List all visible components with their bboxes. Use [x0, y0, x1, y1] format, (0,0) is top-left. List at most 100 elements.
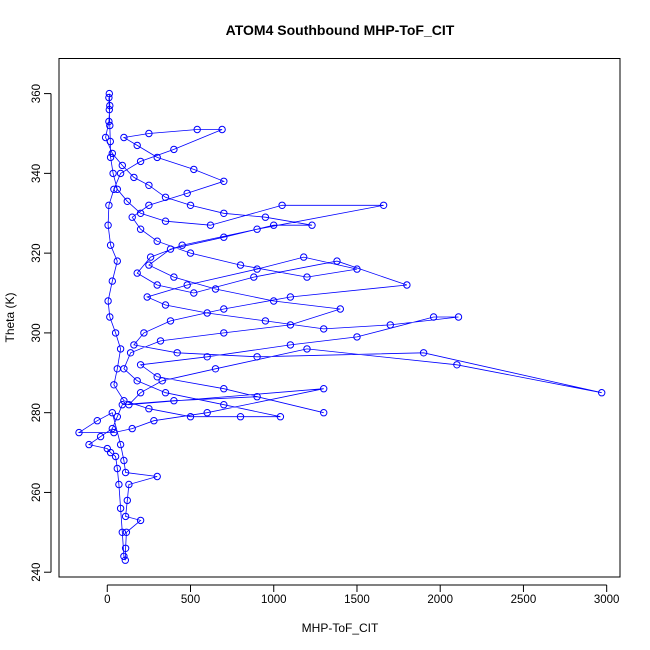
data-point: [286, 293, 295, 301]
data-point: [173, 349, 181, 357]
data-point: [106, 101, 114, 110]
x-tick-label: 500: [181, 594, 200, 606]
data-point: [320, 385, 328, 393]
data-point: [270, 297, 278, 305]
data-point: [161, 301, 170, 309]
data-point: [130, 173, 138, 182]
data-point: [109, 169, 117, 178]
data-point: [128, 213, 136, 221]
data-point: [106, 313, 114, 321]
data-point: [220, 233, 228, 241]
data-point: [118, 161, 127, 170]
data-point: [220, 385, 228, 393]
data-point: [153, 237, 161, 245]
data-point: [118, 401, 127, 409]
data-point: [133, 269, 141, 277]
data-point: [220, 329, 228, 337]
data-point: [116, 504, 125, 513]
data-point: [333, 257, 341, 265]
data-point: [161, 193, 170, 202]
data-point: [126, 349, 135, 357]
data-point: [183, 189, 191, 198]
data-point: [106, 153, 115, 162]
data-point: [115, 480, 123, 489]
data-point: [170, 145, 178, 154]
series-line: [77, 93, 602, 561]
data-point: [419, 349, 428, 357]
data-point: [125, 480, 133, 489]
data-point: [270, 221, 278, 229]
data-point: [166, 317, 175, 325]
data-point: [145, 181, 153, 190]
data-point: [236, 413, 245, 421]
data-point: [111, 452, 120, 461]
data-point: [121, 512, 130, 521]
data-point: [150, 417, 158, 425]
data-point: [193, 125, 201, 134]
data-point: [206, 221, 215, 229]
x-tick-label: 1000: [261, 594, 287, 606]
data-point: [105, 117, 113, 126]
data-point: [108, 149, 117, 158]
data-point: [116, 345, 125, 353]
data-point: [429, 313, 438, 321]
data-point: [108, 277, 117, 285]
data-point: [128, 424, 136, 433]
data-point: [253, 353, 261, 361]
y-tick-label: 240: [31, 563, 43, 582]
data-point: [153, 153, 161, 162]
data-point: [123, 496, 132, 505]
data-point: [320, 325, 328, 333]
y-tick-label: 360: [31, 84, 43, 103]
data-point: [156, 337, 165, 345]
data-point: [250, 273, 258, 281]
data-point: [218, 125, 226, 134]
y-axis: 240 260 280 300 320 340 360: [31, 84, 52, 582]
data-point: [121, 556, 130, 564]
data-point: [153, 373, 161, 381]
data-point: [190, 289, 198, 297]
data-point: [220, 177, 228, 186]
data-point: [105, 93, 113, 102]
y-tick-label: 280: [31, 403, 43, 422]
data-point: [121, 468, 130, 477]
y-tick-label: 300: [31, 323, 43, 342]
data-point: [103, 444, 112, 453]
data-point: [130, 341, 138, 349]
data-point: [104, 297, 112, 305]
data-point: [120, 365, 128, 373]
data-point: [133, 141, 141, 150]
data-point: [145, 129, 153, 138]
data-point: [190, 165, 198, 174]
y-tick-label: 340: [31, 164, 43, 183]
x-tick-label: 0: [104, 594, 110, 606]
x-tick-label: 2500: [511, 594, 537, 606]
data-point: [96, 432, 105, 441]
data-point: [598, 389, 606, 397]
data-point: [220, 401, 228, 409]
data-point: [386, 321, 394, 329]
data-point: [303, 345, 311, 353]
data-point: [276, 413, 285, 421]
data-point: [136, 516, 145, 525]
data-point: [104, 221, 112, 229]
data-point: [105, 105, 114, 114]
data-point: [123, 197, 132, 206]
data-point: [105, 89, 114, 98]
data-point: [286, 321, 295, 329]
x-axis: 0 500 1000 1500 2000 2500 3000: [104, 584, 619, 606]
series-0: [75, 89, 606, 564]
y-tick-label: 320: [31, 244, 43, 263]
chart-title: ATOM4 Southbound MHP-ToF_CIT: [226, 22, 455, 38]
plot-frame: [58, 58, 621, 578]
data-point: [203, 409, 211, 417]
data-point: [143, 293, 151, 301]
data-point: [120, 552, 128, 560]
data-point: [186, 201, 195, 210]
data-point: [122, 528, 131, 536]
data-point: [111, 329, 120, 337]
data-point: [106, 121, 114, 130]
data-point: [286, 341, 295, 349]
data-point: [120, 133, 128, 142]
